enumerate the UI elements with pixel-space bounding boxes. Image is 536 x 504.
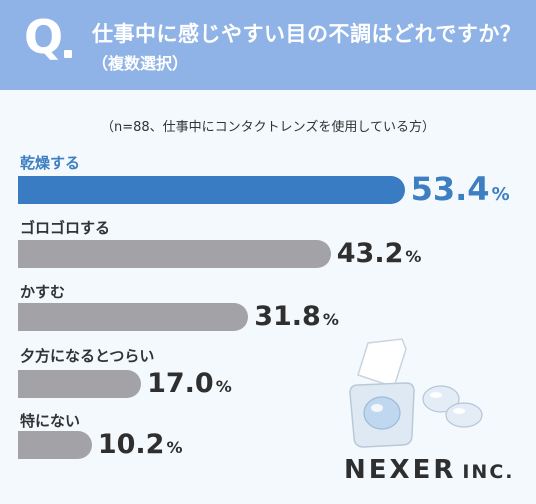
q-mark: Q bbox=[24, 10, 64, 64]
value-number: 17.0 bbox=[147, 368, 214, 399]
logo-suffix: INC. bbox=[462, 461, 515, 483]
value-unit: % bbox=[491, 184, 510, 205]
bar bbox=[18, 240, 331, 268]
question-subtitle: （複数選択） bbox=[92, 54, 189, 73]
logo-main: NEXER bbox=[344, 455, 457, 485]
bar bbox=[18, 176, 405, 204]
value-number: 53.4 bbox=[410, 170, 490, 208]
value-unit: % bbox=[215, 377, 232, 396]
value-number: 43.2 bbox=[336, 238, 404, 269]
contact-lens-case-icon bbox=[349, 338, 483, 448]
bar-value-label: 31.8% bbox=[254, 303, 339, 330]
value-number: 10.2 bbox=[97, 429, 165, 460]
bar-category-label: 特にない bbox=[20, 412, 81, 430]
bar bbox=[18, 303, 249, 331]
company-logo: NEXER INC. bbox=[344, 455, 515, 485]
bar bbox=[18, 370, 142, 398]
bar-value-label: 17.0% bbox=[147, 370, 232, 397]
bar-value-label: 53.4% bbox=[411, 173, 510, 205]
bar-value-label: 10.2% bbox=[98, 431, 183, 458]
value-unit: % bbox=[166, 438, 183, 457]
bar-category-label: 夕方になるとつらい bbox=[20, 347, 155, 365]
value-unit: % bbox=[405, 247, 422, 266]
sample-note: （n=88、仕事中にコンタクトレンズを使用している方） bbox=[100, 120, 436, 135]
question-title: 仕事中に感じやすい目の不調はどれですか？ bbox=[92, 22, 522, 46]
value-number: 31.8 bbox=[254, 301, 321, 332]
bar bbox=[18, 431, 92, 459]
q-mark-dot bbox=[64, 50, 72, 58]
bar-category-label: 乾燥する bbox=[20, 154, 81, 172]
bar-value-label: 43.2% bbox=[337, 240, 422, 267]
bar-category-label: かすむ bbox=[20, 283, 66, 301]
bar-category-label: ゴロゴロする bbox=[20, 219, 111, 237]
question-header: Q 仕事中に感じやすい目の不調はどれですか？ （複数選択） bbox=[0, 0, 536, 90]
value-unit: % bbox=[322, 310, 339, 329]
